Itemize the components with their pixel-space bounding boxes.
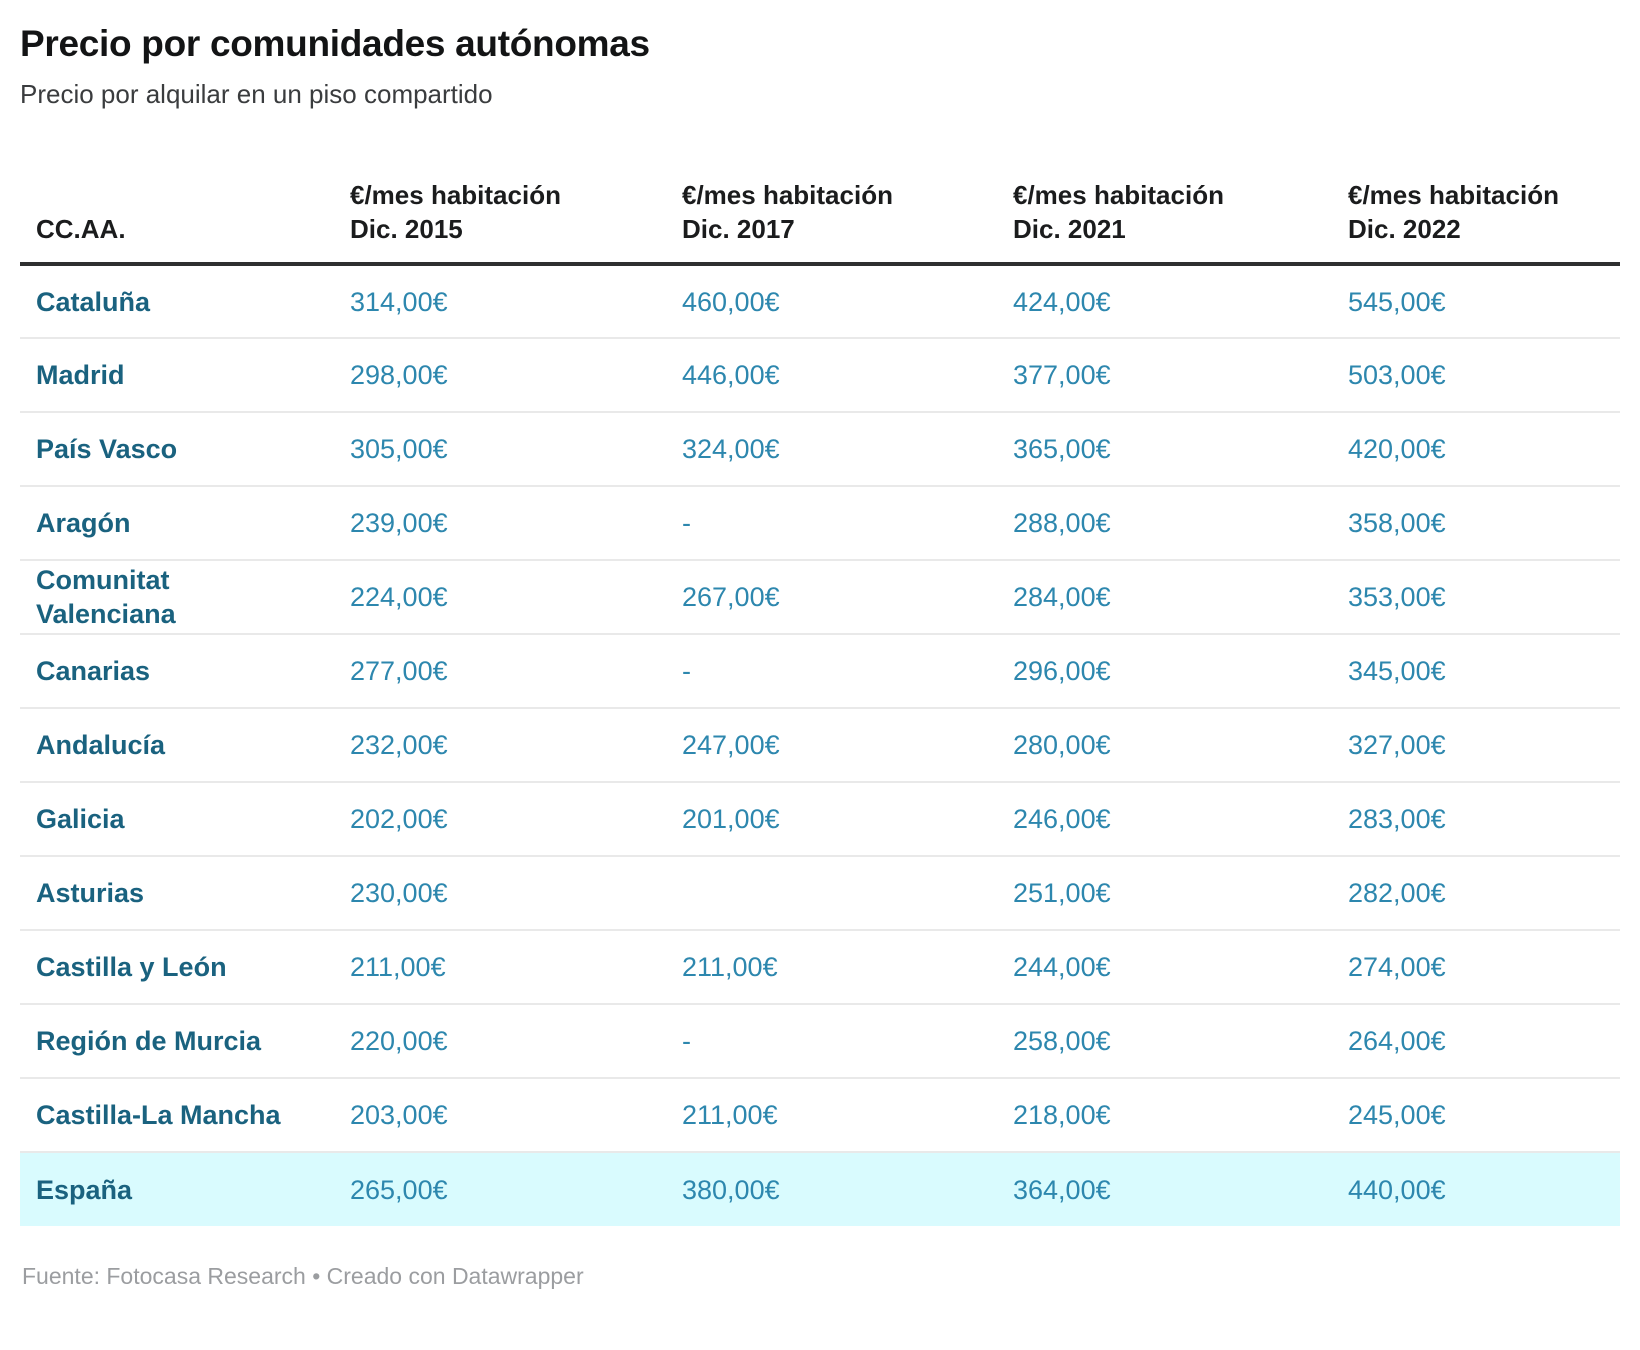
table-row: Galicia 202,00€ 201,00€ 246,00€ 283,00€ <box>20 782 1620 856</box>
column-header: CC.AA. <box>20 164 350 266</box>
price-cell: 364,00€ <box>1013 1174 1111 1205</box>
price-cell: 251,00€ <box>1013 878 1111 908</box>
price-cell: 211,00€ <box>682 1100 778 1130</box>
region-label: Galicia <box>36 804 125 834</box>
price-cell: 211,00€ <box>350 952 446 982</box>
region-label: Comunitat Valenciana <box>36 565 176 629</box>
table-row: País Vasco 305,00€ 324,00€ 365,00€ 420,00€ <box>20 412 1620 486</box>
price-cell: 288,00€ <box>1013 508 1111 538</box>
price-cell: 420,00€ <box>1348 434 1446 464</box>
region-label: País Vasco <box>36 434 178 464</box>
region-label: Madrid <box>36 360 125 390</box>
price-cell: 239,00€ <box>350 508 448 538</box>
price-cell: 277,00€ <box>350 656 448 686</box>
price-cell: 203,00€ <box>350 1100 448 1130</box>
price-cell: 296,00€ <box>1013 656 1111 686</box>
price-cell: 298,00€ <box>350 360 448 390</box>
price-cell: 265,00€ <box>350 1174 448 1205</box>
column-header: €/mes habitación Dic. 2021 <box>1013 164 1348 266</box>
price-cell: 280,00€ <box>1013 730 1111 760</box>
price-cell: 365,00€ <box>1013 434 1111 464</box>
table-row: España 265,00€ 380,00€ 364,00€ 440,00€ <box>20 1152 1620 1226</box>
price-cell: 220,00€ <box>350 1026 448 1056</box>
table-row: Castilla y León 211,00€ 211,00€ 244,00€ 274,… <box>20 930 1620 1004</box>
price-cell: 282,00€ <box>1348 878 1446 908</box>
price-cell: 211,00€ <box>682 952 778 982</box>
region-label: Castilla y León <box>36 952 227 982</box>
price-cell: 244,00€ <box>1013 952 1111 982</box>
region-label: Castilla-La Mancha <box>36 1100 281 1130</box>
price-cell: 305,00€ <box>350 434 448 464</box>
price-cell: 353,00€ <box>1348 582 1446 612</box>
price-cell: 264,00€ <box>1348 1026 1446 1056</box>
price-cell: 218,00€ <box>1013 1100 1111 1130</box>
table-row: Comunitat Valenciana 224,00€ 267,00€ 284,00… <box>20 560 1620 634</box>
table-row: Castilla-La Mancha 203,00€ 211,00€ 218,00€ 2… <box>20 1078 1620 1152</box>
price-cell: 230,00€ <box>350 878 448 908</box>
price-cell: 245,00€ <box>1348 1100 1446 1130</box>
price-cell: 327,00€ <box>1348 730 1446 760</box>
price-table: CC.AA. €/mes habitación Dic. 2015 €/mes ha… <box>20 164 1620 1226</box>
price-cell: 201,00€ <box>682 804 780 834</box>
table-row: Cataluña 314,00€ 460,00€ 424,00€ 545,00€ <box>20 264 1620 338</box>
price-cell: 324,00€ <box>682 434 780 464</box>
region-label: España <box>36 1174 133 1205</box>
page-title: Precio por comunidades autónomas <box>20 23 650 64</box>
page-subtitle: Precio por alquilar en un piso compartid… <box>20 79 493 109</box>
price-cell: 503,00€ <box>1348 360 1446 390</box>
price-cell: 380,00€ <box>682 1174 780 1205</box>
table-row: Andalucía 232,00€ 247,00€ 280,00€ 327,00€ <box>20 708 1620 782</box>
table-header-row: CC.AA. €/mes habitación Dic. 2015 €/mes ha… <box>20 164 1620 266</box>
price-cell: 424,00€ <box>1013 286 1111 317</box>
price-cell: - <box>682 656 691 686</box>
table-row: Aragón 239,00€ - 288,00€ 358,00€ <box>20 486 1620 560</box>
region-label: Cataluña <box>36 286 151 317</box>
column-header: €/mes habitación Dic. 2022 <box>1348 164 1620 266</box>
table-row: Región de Murcia 220,00€ - 258,00€ 264,00€ <box>20 1004 1620 1078</box>
price-cell: 377,00€ <box>1013 360 1111 390</box>
region-label: Canarias <box>36 656 151 686</box>
price-cell: - <box>682 1026 691 1056</box>
table-row: Madrid 298,00€ 446,00€ 377,00€ 503,00€ <box>20 338 1620 412</box>
price-cell: 283,00€ <box>1348 804 1446 834</box>
price-cell: 224,00€ <box>350 582 448 612</box>
price-cell: 446,00€ <box>682 360 780 390</box>
table-row: Asturias 230,00€ 251,00€ 282,00€ <box>20 856 1620 930</box>
price-cell: 460,00€ <box>682 286 780 317</box>
price-cell: 440,00€ <box>1348 1174 1446 1205</box>
region-label: Asturias <box>36 878 145 908</box>
price-cell: 314,00€ <box>350 286 448 317</box>
price-cell: 345,00€ <box>1348 656 1446 686</box>
table-row: Canarias 277,00€ - 296,00€ 345,00€ <box>20 634 1620 708</box>
price-cell: 274,00€ <box>1348 952 1446 982</box>
column-header: €/mes habitación Dic. 2015 <box>350 164 682 266</box>
price-cell: 202,00€ <box>350 804 448 834</box>
price-cell: 258,00€ <box>1013 1026 1111 1056</box>
price-cell: 267,00€ <box>682 582 780 612</box>
region-label: Aragón <box>36 508 131 538</box>
region-label: Andalucía <box>36 730 166 760</box>
price-cell: 358,00€ <box>1348 508 1446 538</box>
price-cell: 246,00€ <box>1013 804 1111 834</box>
price-cell: 284,00€ <box>1013 582 1111 612</box>
price-cell: 232,00€ <box>350 730 448 760</box>
table-body: Cataluña 314,00€ 460,00€ 424,00€ 545,00€ Madr… <box>20 264 1620 1226</box>
price-cell: - <box>682 508 691 538</box>
source-line: Fuente: Fotocasa Research • Creado con D… <box>22 1263 584 1289</box>
region-label: Región de Murcia <box>36 1026 262 1056</box>
column-header: €/mes habitación Dic. 2017 <box>682 164 1013 266</box>
price-cell: 545,00€ <box>1348 286 1446 317</box>
datawrapper-table-visual: Precio por comunidades autónomas Precio … <box>20 23 1620 1289</box>
price-cell <box>682 856 1013 930</box>
price-cell: 247,00€ <box>682 730 780 760</box>
table-header: CC.AA. €/mes habitación Dic. 2015 €/mes ha… <box>20 164 1620 266</box>
